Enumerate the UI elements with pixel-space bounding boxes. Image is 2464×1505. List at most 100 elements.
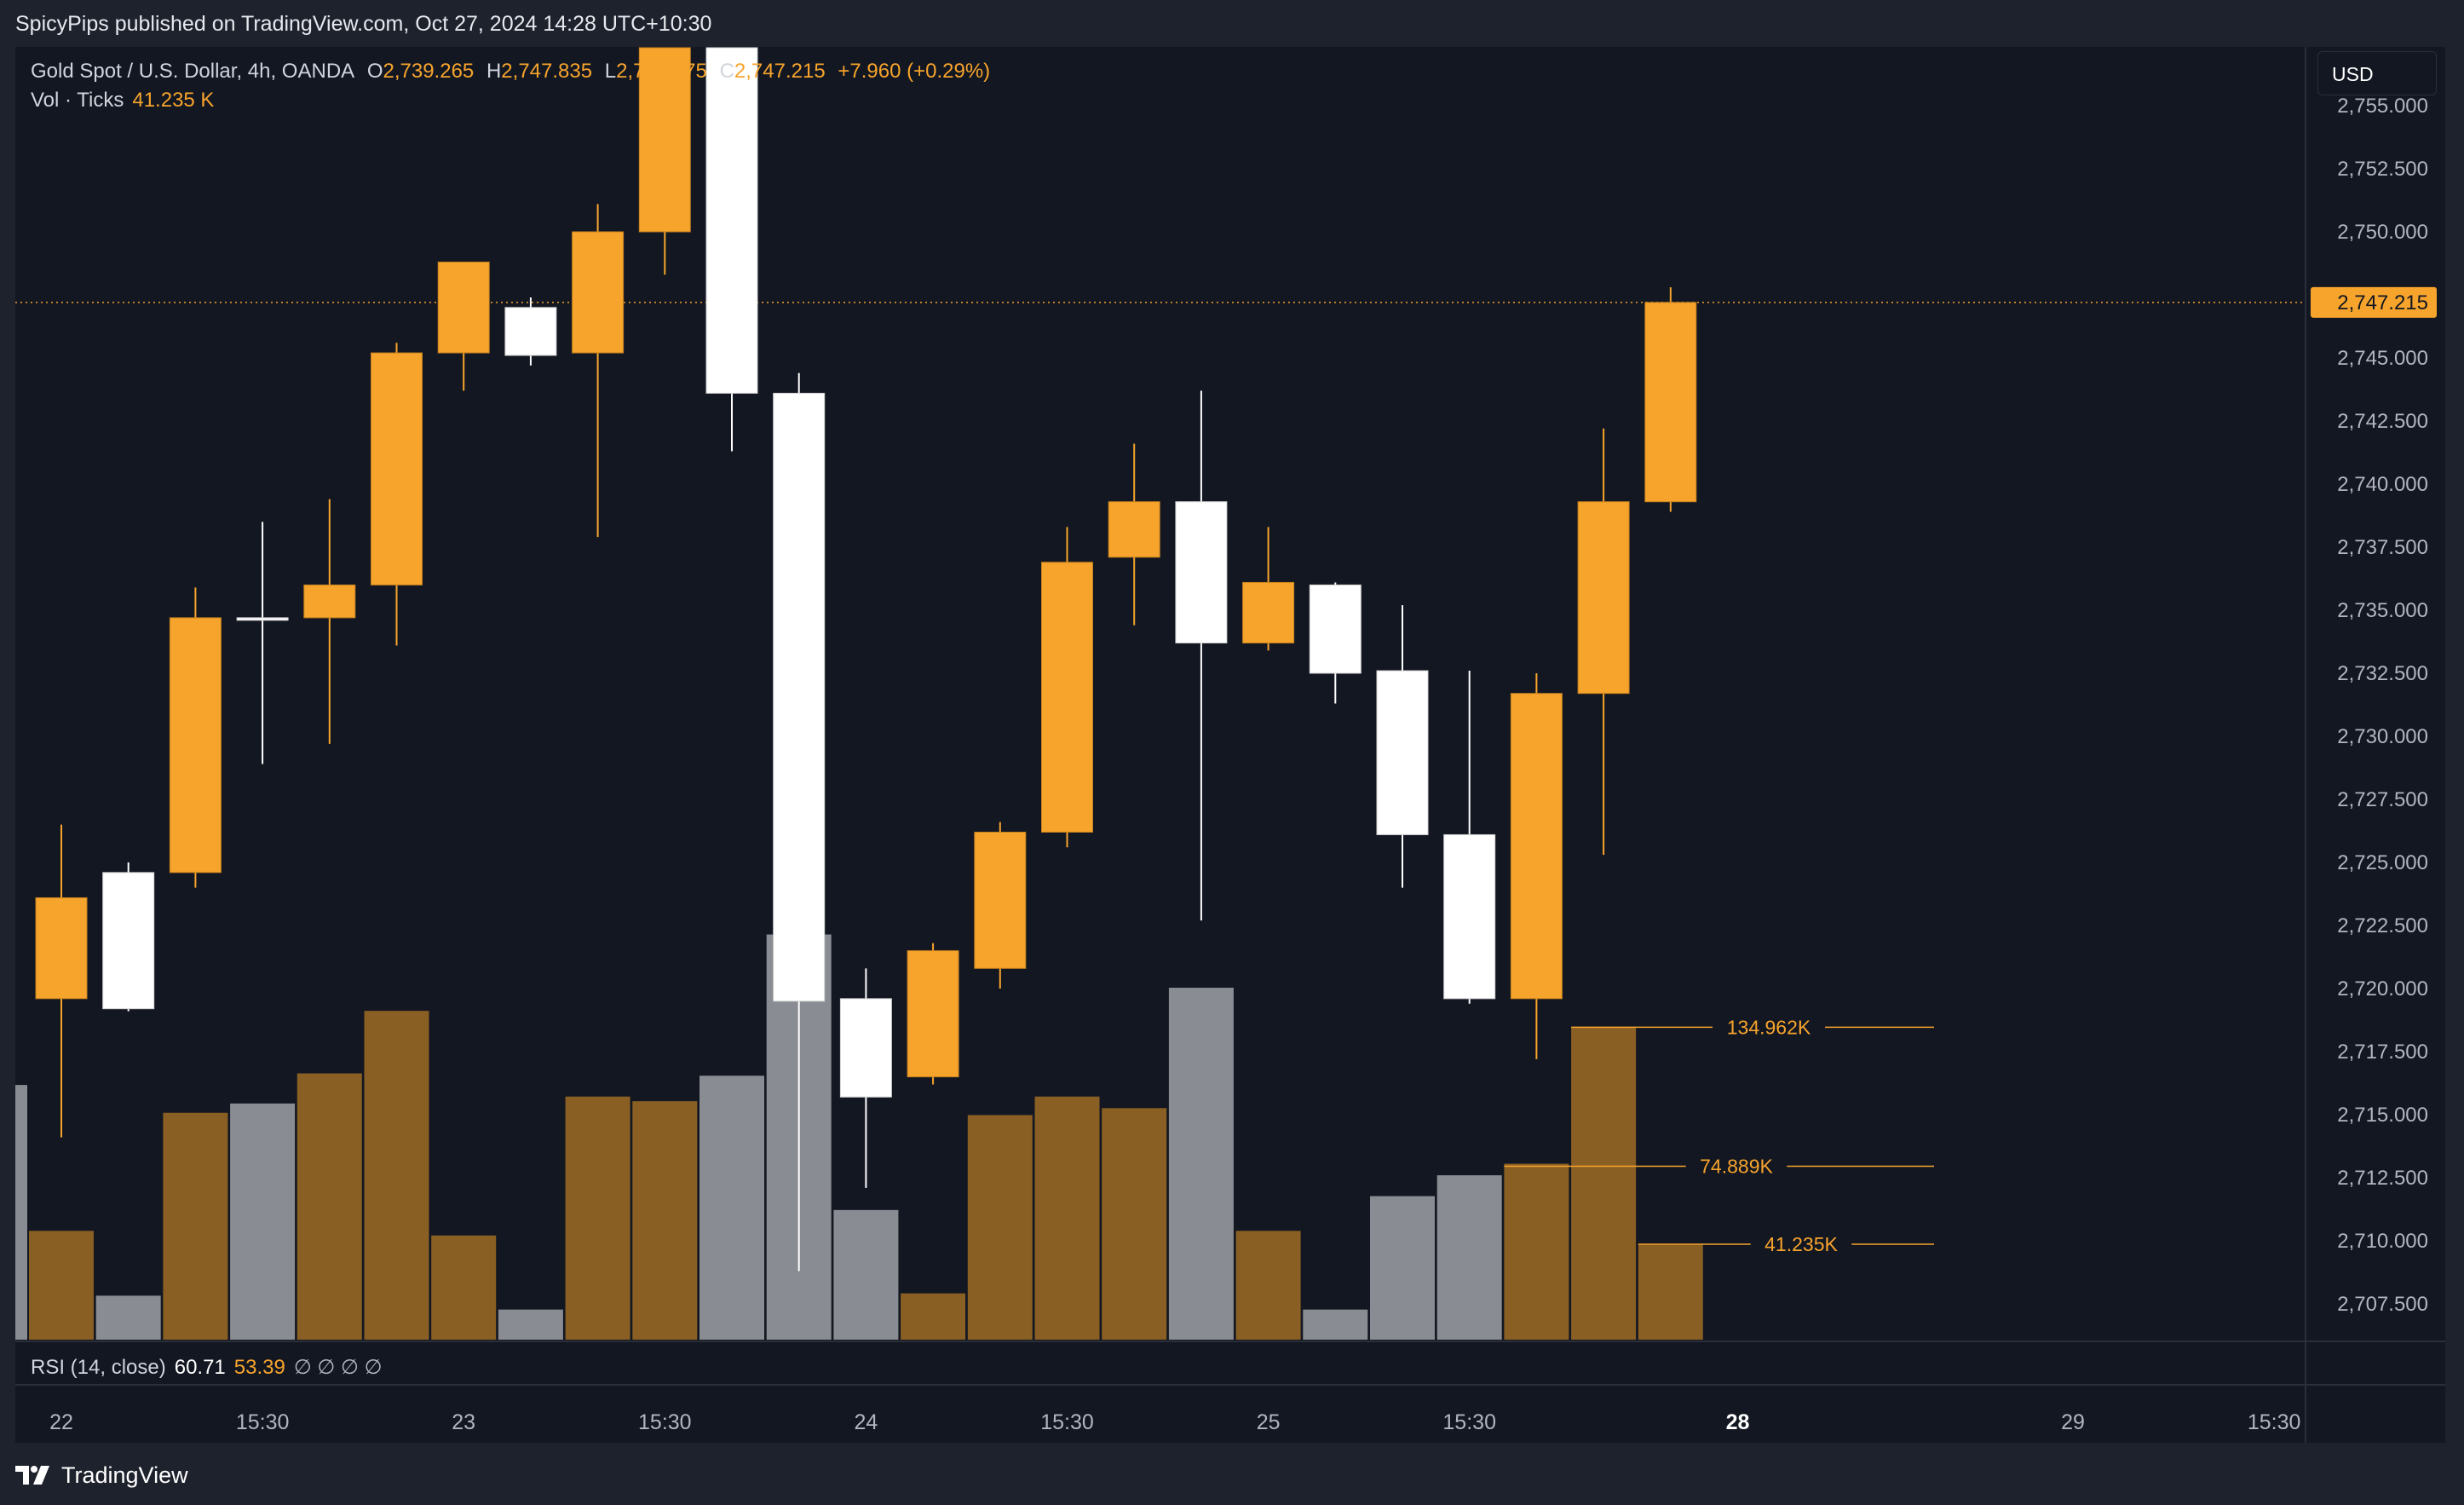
candle-body: [1644, 302, 1697, 503]
volume-bar: [1571, 1027, 1637, 1340]
symbol-name[interactable]: Gold Spot / U.S. Dollar, 4h, OANDA: [31, 60, 355, 83]
low-label: L: [604, 60, 617, 83]
candle-body: [35, 897, 88, 1000]
candle-body: [1108, 501, 1160, 558]
candle-body: [773, 392, 826, 1002]
candle-body: [236, 617, 289, 621]
publisher-caption: SpicyPips published on TradingView.com, …: [15, 12, 712, 36]
candle-body: [303, 584, 356, 619]
rsi-na-values: ∅ ∅ ∅ ∅: [293, 1356, 383, 1379]
time-tick-label: 23: [452, 1410, 475, 1434]
volume-layer: [15, 934, 1703, 1340]
volume-label: 74.889K: [1700, 1156, 1773, 1178]
tradingview-logo[interactable]: TradingView: [15, 1461, 188, 1490]
candle-body: [1577, 501, 1630, 695]
price-tick-label: 2,710.000: [2337, 1230, 2428, 1253]
rsi-ma-value: 53.39: [233, 1356, 285, 1379]
last-price-tag: 2,747.215: [2311, 286, 2437, 318]
volume-legend[interactable]: Vol · Ticks 41.235 K: [31, 89, 214, 112]
time-tick-label: 29: [2061, 1410, 2085, 1434]
candle-body: [437, 262, 490, 354]
volume-bar: [1303, 1309, 1368, 1340]
volume-bar: [296, 1073, 362, 1340]
volume-bar: [230, 1103, 296, 1340]
time-tick-label: 15:30: [638, 1410, 692, 1434]
price-tick-label: 2,755.000: [2337, 95, 2428, 118]
tradingview-logo-icon: [15, 1466, 49, 1485]
volume-bar: [1504, 1163, 1569, 1340]
symbol-legend[interactable]: Gold Spot / U.S. Dollar, 4h, OANDA O2,73…: [31, 60, 990, 84]
open-value: 2,739.265: [383, 60, 475, 83]
price-tick-label: 2,737.500: [2337, 536, 2428, 559]
volume-label-bg: [1750, 1230, 1852, 1258]
price-tick-label: 2,735.000: [2337, 599, 2428, 622]
volume-bar: [901, 1293, 966, 1340]
candle-body: [974, 831, 1027, 969]
volume-bar: [15, 1085, 27, 1340]
low-value: 2,738.875: [616, 60, 707, 83]
price-tick-label: 2,750.000: [2337, 221, 2428, 244]
volume-bar: [1235, 1231, 1301, 1340]
candle-body: [638, 47, 691, 233]
volume-value: 41.235 K: [132, 89, 215, 112]
currency-button[interactable]: USD: [2317, 51, 2437, 95]
price-tick-label: 2,722.500: [2337, 914, 2428, 937]
volume-bar: [632, 1101, 698, 1340]
volume-label-layer: 134.962K 74.889K 41.235K: [1504, 1013, 1934, 1258]
volume-label: Vol · Ticks: [31, 89, 124, 112]
volume-bar: [431, 1235, 497, 1340]
high-label: H: [486, 60, 502, 83]
candle-body: [1443, 833, 1496, 1000]
close-value: 2,747.215: [734, 60, 826, 83]
candle-layer: [35, 47, 1697, 1271]
price-tick-label: 2,732.500: [2337, 662, 2428, 685]
price-tick-label: 2,730.000: [2337, 725, 2428, 748]
volume-bar: [833, 1209, 899, 1340]
volume-bar: [364, 1011, 429, 1340]
candle-body: [907, 950, 959, 1078]
time-tick-label: 28: [1726, 1410, 1750, 1434]
brand-name: TradingView: [61, 1462, 188, 1488]
volume-bar: [498, 1309, 563, 1340]
volume-label-bg: [1685, 1152, 1788, 1180]
volume-bar: [699, 1075, 764, 1340]
price-tick-label: 2,745.000: [2337, 347, 2428, 370]
time-tick-label: 22: [49, 1410, 73, 1434]
volume-bar: [1034, 1096, 1100, 1340]
price-tick-label: 2,742.500: [2337, 410, 2428, 433]
candle-body: [371, 352, 423, 585]
price-tick-label: 2,752.500: [2337, 158, 2428, 181]
candle-body: [1376, 670, 1429, 835]
time-tick-label: 15:30: [1442, 1410, 1496, 1434]
price-tick-label: 2,712.500: [2337, 1167, 2428, 1190]
candle-body: [504, 307, 557, 356]
volume-bar: [1168, 988, 1234, 1340]
volume-bar: [1102, 1108, 1167, 1340]
rsi-label: RSI (14, close): [31, 1356, 166, 1379]
volume-bar: [1370, 1196, 1435, 1340]
candle-body: [169, 617, 222, 874]
volume-bar: [1638, 1244, 1703, 1340]
price-tick-label: 2,725.000: [2337, 851, 2428, 874]
price-tick-label: 2,740.000: [2337, 473, 2428, 496]
price-tick-label: 2,727.500: [2337, 788, 2428, 811]
candle-body: [1175, 501, 1228, 643]
time-tick-label: 15:30: [2248, 1410, 2301, 1434]
volume-bar: [29, 1231, 94, 1340]
candle-body: [1510, 693, 1563, 1000]
rsi-legend[interactable]: RSI (14, close) 60.71 53.39 ∅ ∅ ∅ ∅: [31, 1355, 382, 1380]
close-label: C: [719, 60, 734, 83]
volume-bar: [1436, 1175, 1502, 1340]
time-tick-label: 15:30: [1040, 1410, 1094, 1434]
price-tick-label: 2,707.500: [2337, 1293, 2428, 1316]
candle-body: [1309, 584, 1362, 674]
rsi-value: 60.71: [174, 1356, 226, 1379]
candle-body: [705, 47, 758, 394]
volume-bar: [967, 1115, 1033, 1340]
volume-bar: [95, 1295, 161, 1340]
price-tick-label: 2,720.000: [2337, 977, 2428, 1000]
price-tick-label: 2,717.500: [2337, 1041, 2428, 1064]
time-tick-label: 15:30: [236, 1410, 290, 1434]
candle-body: [102, 872, 155, 1010]
